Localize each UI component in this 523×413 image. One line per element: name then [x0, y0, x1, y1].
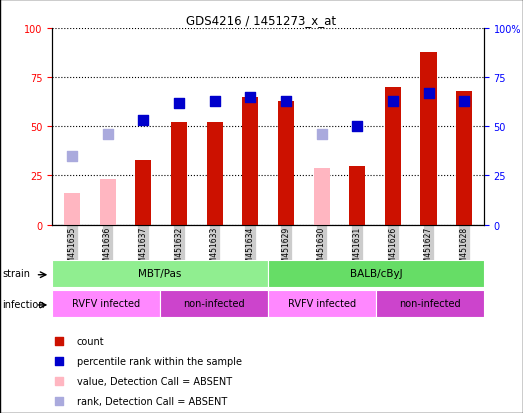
Text: count: count: [77, 336, 105, 346]
Text: MBT/Pas: MBT/Pas: [139, 268, 182, 279]
Bar: [313, 168, 329, 225]
Point: [54, 358, 63, 364]
Text: GDS4216 / 1451273_x_at: GDS4216 / 1451273_x_at: [186, 14, 337, 27]
Bar: [268, 290, 376, 317]
Point: [104, 131, 112, 138]
Text: RVFV infected: RVFV infected: [72, 299, 140, 309]
Text: strain: strain: [3, 269, 31, 279]
Bar: [171, 123, 187, 225]
Bar: [349, 166, 365, 225]
Point: [54, 377, 63, 384]
Bar: [376, 290, 484, 317]
Point: [317, 131, 326, 138]
Point: [389, 98, 397, 105]
Point: [353, 124, 361, 131]
Bar: [268, 260, 484, 287]
Point: [210, 98, 219, 105]
Point: [67, 153, 76, 160]
Text: non-infected: non-infected: [399, 299, 461, 309]
Text: RVFV infected: RVFV infected: [288, 299, 356, 309]
Text: rank, Detection Call = ABSENT: rank, Detection Call = ABSENT: [77, 396, 227, 406]
Point: [424, 90, 433, 97]
Bar: [160, 290, 268, 317]
Bar: [64, 194, 80, 225]
Text: value, Detection Call = ABSENT: value, Detection Call = ABSENT: [77, 376, 232, 386]
Bar: [242, 97, 258, 225]
Text: non-infected: non-infected: [183, 299, 245, 309]
Bar: [207, 123, 223, 225]
Text: infection: infection: [3, 299, 45, 309]
Point: [54, 397, 63, 404]
Bar: [420, 52, 437, 225]
Bar: [52, 260, 268, 287]
Text: BALB/cByJ: BALB/cByJ: [349, 268, 402, 279]
Point: [175, 100, 183, 107]
Point: [246, 94, 254, 101]
Point: [460, 98, 468, 105]
Point: [282, 98, 290, 105]
Bar: [99, 180, 116, 225]
Point: [139, 118, 147, 124]
Bar: [52, 290, 160, 317]
Text: percentile rank within the sample: percentile rank within the sample: [77, 356, 242, 366]
Point: [54, 338, 63, 344]
Bar: [135, 160, 151, 225]
Bar: [456, 92, 472, 225]
Bar: [278, 102, 294, 225]
Bar: [385, 88, 401, 225]
